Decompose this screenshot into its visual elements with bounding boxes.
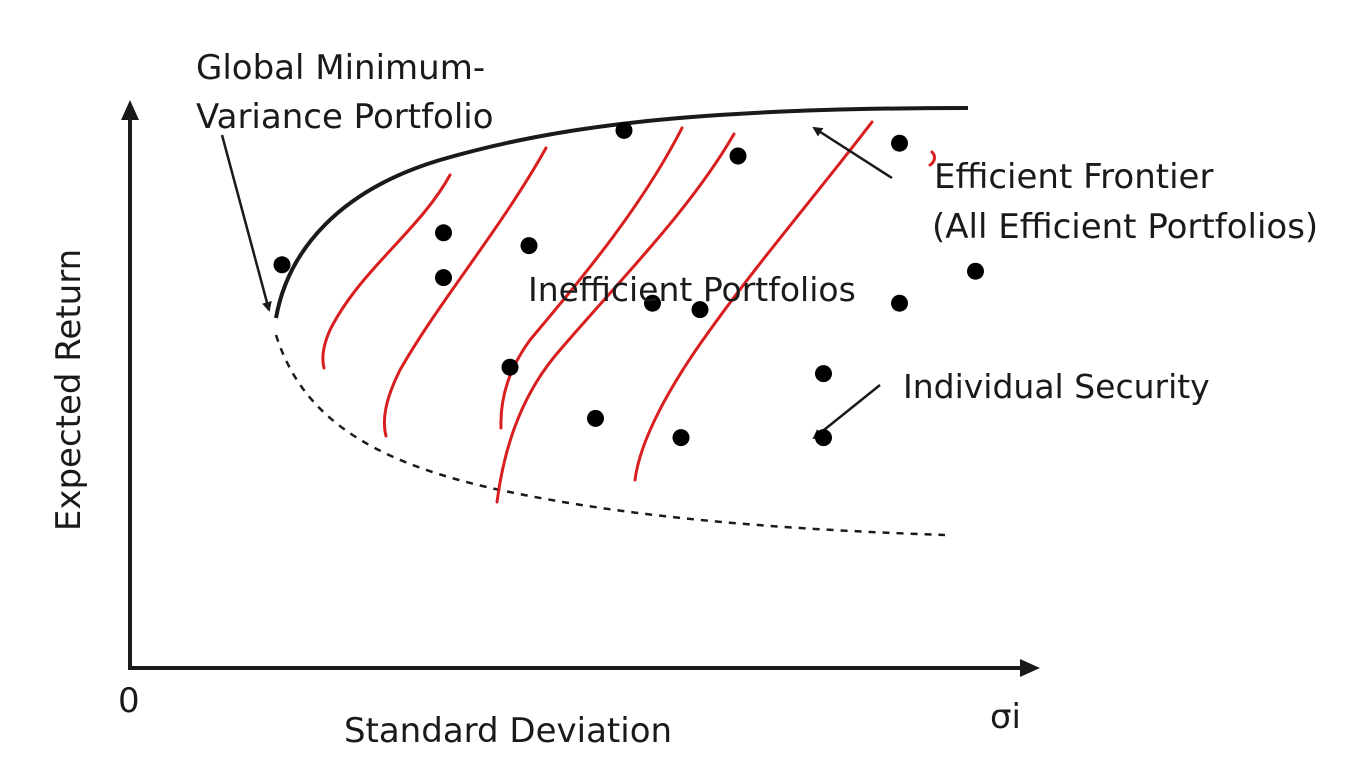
hatch-stroke — [495, 132, 736, 504]
security-point — [815, 365, 832, 383]
inefficient-label: Inefficient Portfolios — [528, 270, 856, 309]
x-axis-label: Standard Deviation — [344, 711, 672, 751]
security-point — [729, 147, 747, 165]
security-point — [891, 134, 908, 152]
security-point — [967, 262, 984, 280]
x-axis-arrow — [1020, 659, 1040, 677]
security-point — [435, 224, 452, 242]
origin-label: 0 — [118, 681, 140, 721]
security-dots — [273, 121, 984, 447]
x-end-label: σi — [990, 697, 1021, 737]
handwritten-hatching — [321, 120, 936, 504]
y-axis-arrow — [121, 100, 139, 120]
security-point — [691, 301, 709, 319]
security-point — [672, 429, 690, 447]
y-axis-label: Expected Return — [49, 249, 89, 531]
hatch-mark — [928, 150, 936, 167]
security-point — [644, 294, 661, 312]
security-point — [615, 121, 633, 139]
gmv-pointer-arrow — [220, 134, 272, 312]
inefficient-frontier-curve — [274, 334, 946, 537]
gmv-point — [273, 256, 291, 274]
security-point — [435, 269, 452, 287]
hatch-stroke — [382, 146, 548, 438]
security-point — [501, 358, 519, 376]
hatch-stroke — [633, 120, 874, 482]
frontier-label-line1: Efficient Frontier — [934, 157, 1213, 197]
hatch-stroke — [499, 126, 684, 430]
security-point — [891, 294, 908, 312]
security-point — [587, 409, 604, 427]
frontier-label-line2: (All Efficient Portfolios) — [932, 207, 1318, 247]
gmv-label-line2: Variance Portfolio — [196, 97, 494, 137]
gmv-label-line1: Global Minimum- — [196, 48, 485, 88]
security-label: Individual Security — [903, 367, 1210, 406]
hatch-stroke — [321, 173, 452, 370]
security-pointer-arrow — [812, 384, 881, 440]
security-point — [520, 237, 538, 255]
efficient-frontier-curve — [274, 106, 969, 319]
frontier-pointer-arrow — [812, 126, 893, 180]
security-point — [815, 429, 832, 447]
